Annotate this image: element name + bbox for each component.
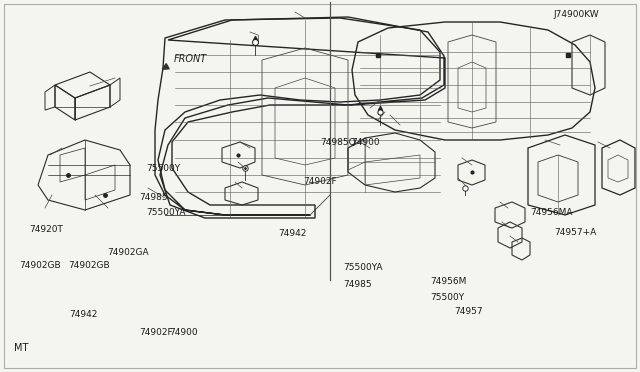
Text: 74902F: 74902F xyxy=(303,177,337,186)
Text: 74956M: 74956M xyxy=(430,278,467,286)
Text: 74902GA: 74902GA xyxy=(108,248,149,257)
Text: 74920T: 74920T xyxy=(29,225,63,234)
Text: 75500Y: 75500Y xyxy=(146,164,180,173)
Text: 75500YA: 75500YA xyxy=(146,208,186,217)
Text: MT: MT xyxy=(14,343,28,353)
Text: 74985: 74985 xyxy=(140,193,168,202)
Text: 75500Y: 75500Y xyxy=(430,293,464,302)
Text: J74900KW: J74900KW xyxy=(554,10,599,19)
Text: 74956MA: 74956MA xyxy=(530,208,572,217)
Text: 74985: 74985 xyxy=(343,280,372,289)
Text: 74900: 74900 xyxy=(351,138,380,147)
Text: 74900: 74900 xyxy=(169,328,198,337)
Text: 74957+A: 74957+A xyxy=(554,228,596,237)
Text: 74985Q: 74985Q xyxy=(320,138,356,147)
Text: 75500YA: 75500YA xyxy=(343,263,383,272)
Text: 74942: 74942 xyxy=(69,310,97,319)
Text: 74942: 74942 xyxy=(278,229,307,238)
Text: 74902GB: 74902GB xyxy=(19,262,61,270)
Text: 74902F: 74902F xyxy=(140,328,173,337)
Text: FRONT: FRONT xyxy=(174,54,207,64)
Text: 74902GB: 74902GB xyxy=(68,262,110,270)
Text: 74957: 74957 xyxy=(454,307,483,316)
